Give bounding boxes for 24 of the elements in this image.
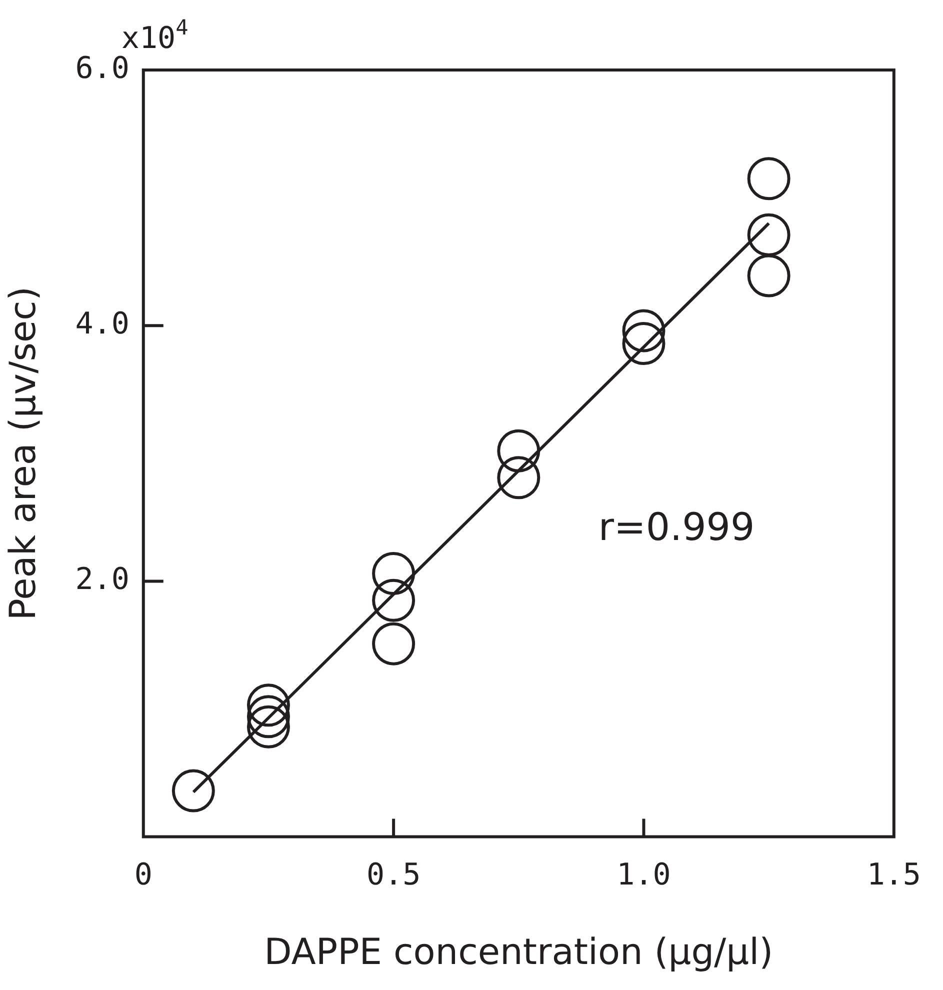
point (622, 322, 666, 365)
annotation: r=0.999 (598, 505, 755, 549)
x-tick-label: 1.5 (866, 858, 921, 893)
point (622, 309, 666, 352)
point (172, 769, 215, 812)
y-tick-label: 2.0 (75, 562, 130, 597)
point (747, 213, 790, 256)
point (497, 456, 540, 500)
point (372, 578, 416, 622)
point (246, 695, 290, 738)
x-axis-title: DAPPE concentration (µg/µl) (264, 932, 774, 973)
point (246, 684, 290, 727)
point (372, 552, 416, 596)
x-tick-label: 0 (134, 858, 152, 893)
point (497, 429, 540, 472)
x-tick-label: 0.5 (366, 858, 421, 893)
y-tick-label: 4.0 (75, 306, 130, 342)
y-tick-label: 6.0 (75, 50, 130, 86)
point (747, 157, 790, 200)
point (372, 622, 416, 666)
x-tick-label: 1.0 (616, 858, 671, 893)
y-axis-title: Peak area (µv/sec) (2, 286, 44, 620)
point (246, 705, 290, 748)
point (747, 254, 790, 298)
